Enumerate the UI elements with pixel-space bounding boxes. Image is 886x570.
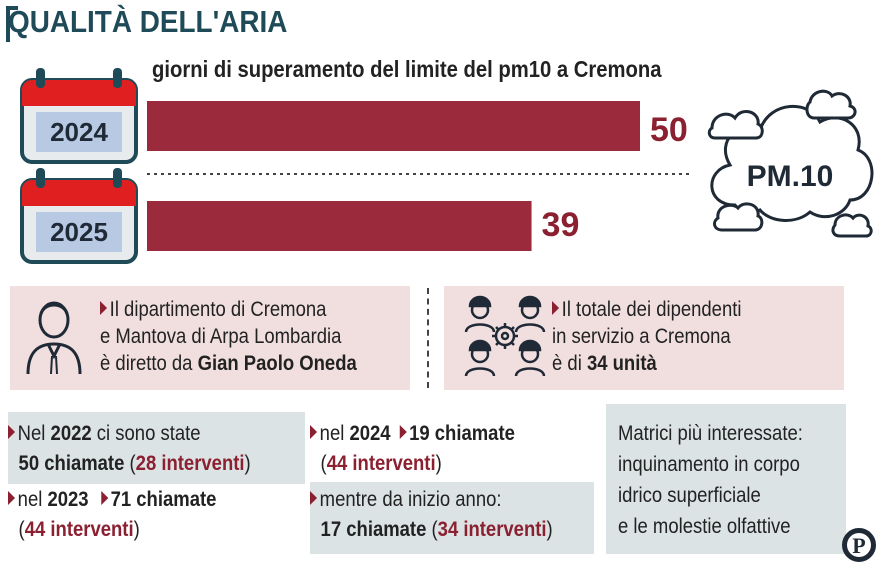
stats-2023: nel 2023 71 chiamate (44 interventi) [8, 486, 216, 543]
bullet-arrow-icon [100, 491, 108, 505]
info-box-staff: Il totale dei dipendenti in servizio a C… [444, 286, 844, 390]
matrici-line3: idrico superficiale [618, 484, 761, 507]
bullet-arrow-icon [100, 301, 108, 315]
matrici-box: Matrici più interessate: inquinamento in… [606, 404, 846, 554]
matrici-line4: e le molestie olfattive [618, 515, 791, 538]
bar-2025 [147, 201, 532, 251]
info-right-line3: è di 34 unità [552, 352, 657, 375]
cloud-label: PM.10 [747, 160, 834, 193]
matrici-line2: inquinamento in corpo [618, 453, 800, 476]
stats-box-current [310, 482, 594, 554]
info-left-line1: Il dipartimento di Cremona [100, 296, 357, 323]
stats-2022-line2: 50 chiamate (28 interventi) [18, 452, 251, 475]
calendar-icon-2024 [20, 68, 138, 164]
chart-subtitle: giorni di superamento del limite del pm1… [152, 56, 662, 82]
bullet-arrow-icon [310, 425, 318, 439]
bullet-arrow-icon [8, 425, 16, 439]
stats-2024-line1: nel 2024 19 chiamate [310, 420, 515, 447]
value-label-2024: 50 [650, 111, 688, 149]
info-right-line1: Il totale dei dipendenti [552, 296, 741, 323]
stats-2024-line2: (44 interventi) [320, 452, 442, 475]
matrici-line1: Matrici più interessate: [618, 422, 803, 445]
stats-2022-line1: Nel 2022 ci sono state [8, 420, 251, 447]
person-icon [26, 301, 82, 375]
bullet-arrow-icon [399, 425, 407, 439]
info-left-line3: è diretto da Gian Paolo Oneda [100, 352, 357, 375]
cloud-icon [707, 89, 874, 238]
title-corner-mark [6, 6, 18, 42]
bar-chart: 2024 2025 50 39 PM.10 [20, 68, 874, 264]
stats-2023-line2: (44 interventi) [18, 518, 140, 541]
stats-current-line1: mentre da inizio anno: [310, 486, 553, 513]
stats-box-2022 [8, 412, 305, 484]
calendar-icon-2025 [20, 168, 138, 264]
stats-2023-line1: nel 2023 71 chiamate [8, 486, 216, 513]
info-right-line2: in servizio a Cremona [552, 325, 731, 348]
logo-letter: P [847, 533, 871, 558]
page-title: QUALITÀ DELL'ARIA [8, 4, 288, 39]
workers-icon [464, 295, 546, 377]
stats-2024: nel 2024 19 chiamate (44 interventi) [310, 420, 515, 477]
bullet-arrow-icon [8, 491, 16, 505]
stats-2022: Nel 2022 ci sono state 50 chiamate (28 i… [8, 420, 251, 477]
category-label-2024: 2024 [50, 117, 108, 147]
stats-current-line2: 17 chiamate (34 interventi) [320, 518, 553, 541]
vertical-separator [427, 288, 429, 388]
info-left-line2: e Mantova di Arpa Lombardia [100, 325, 342, 348]
category-label-2025: 2025 [50, 217, 108, 247]
bullet-arrow-icon [552, 301, 560, 315]
info-box-department: Il dipartimento di Cremona e Mantova di … [10, 286, 410, 390]
publisher-logo: P [842, 528, 876, 562]
value-label-2025: 39 [542, 206, 580, 244]
bullet-arrow-icon [310, 491, 318, 505]
bar-2024 [147, 101, 640, 151]
stats-current: mentre da inizio anno: 17 chiamate (34 i… [310, 486, 553, 543]
